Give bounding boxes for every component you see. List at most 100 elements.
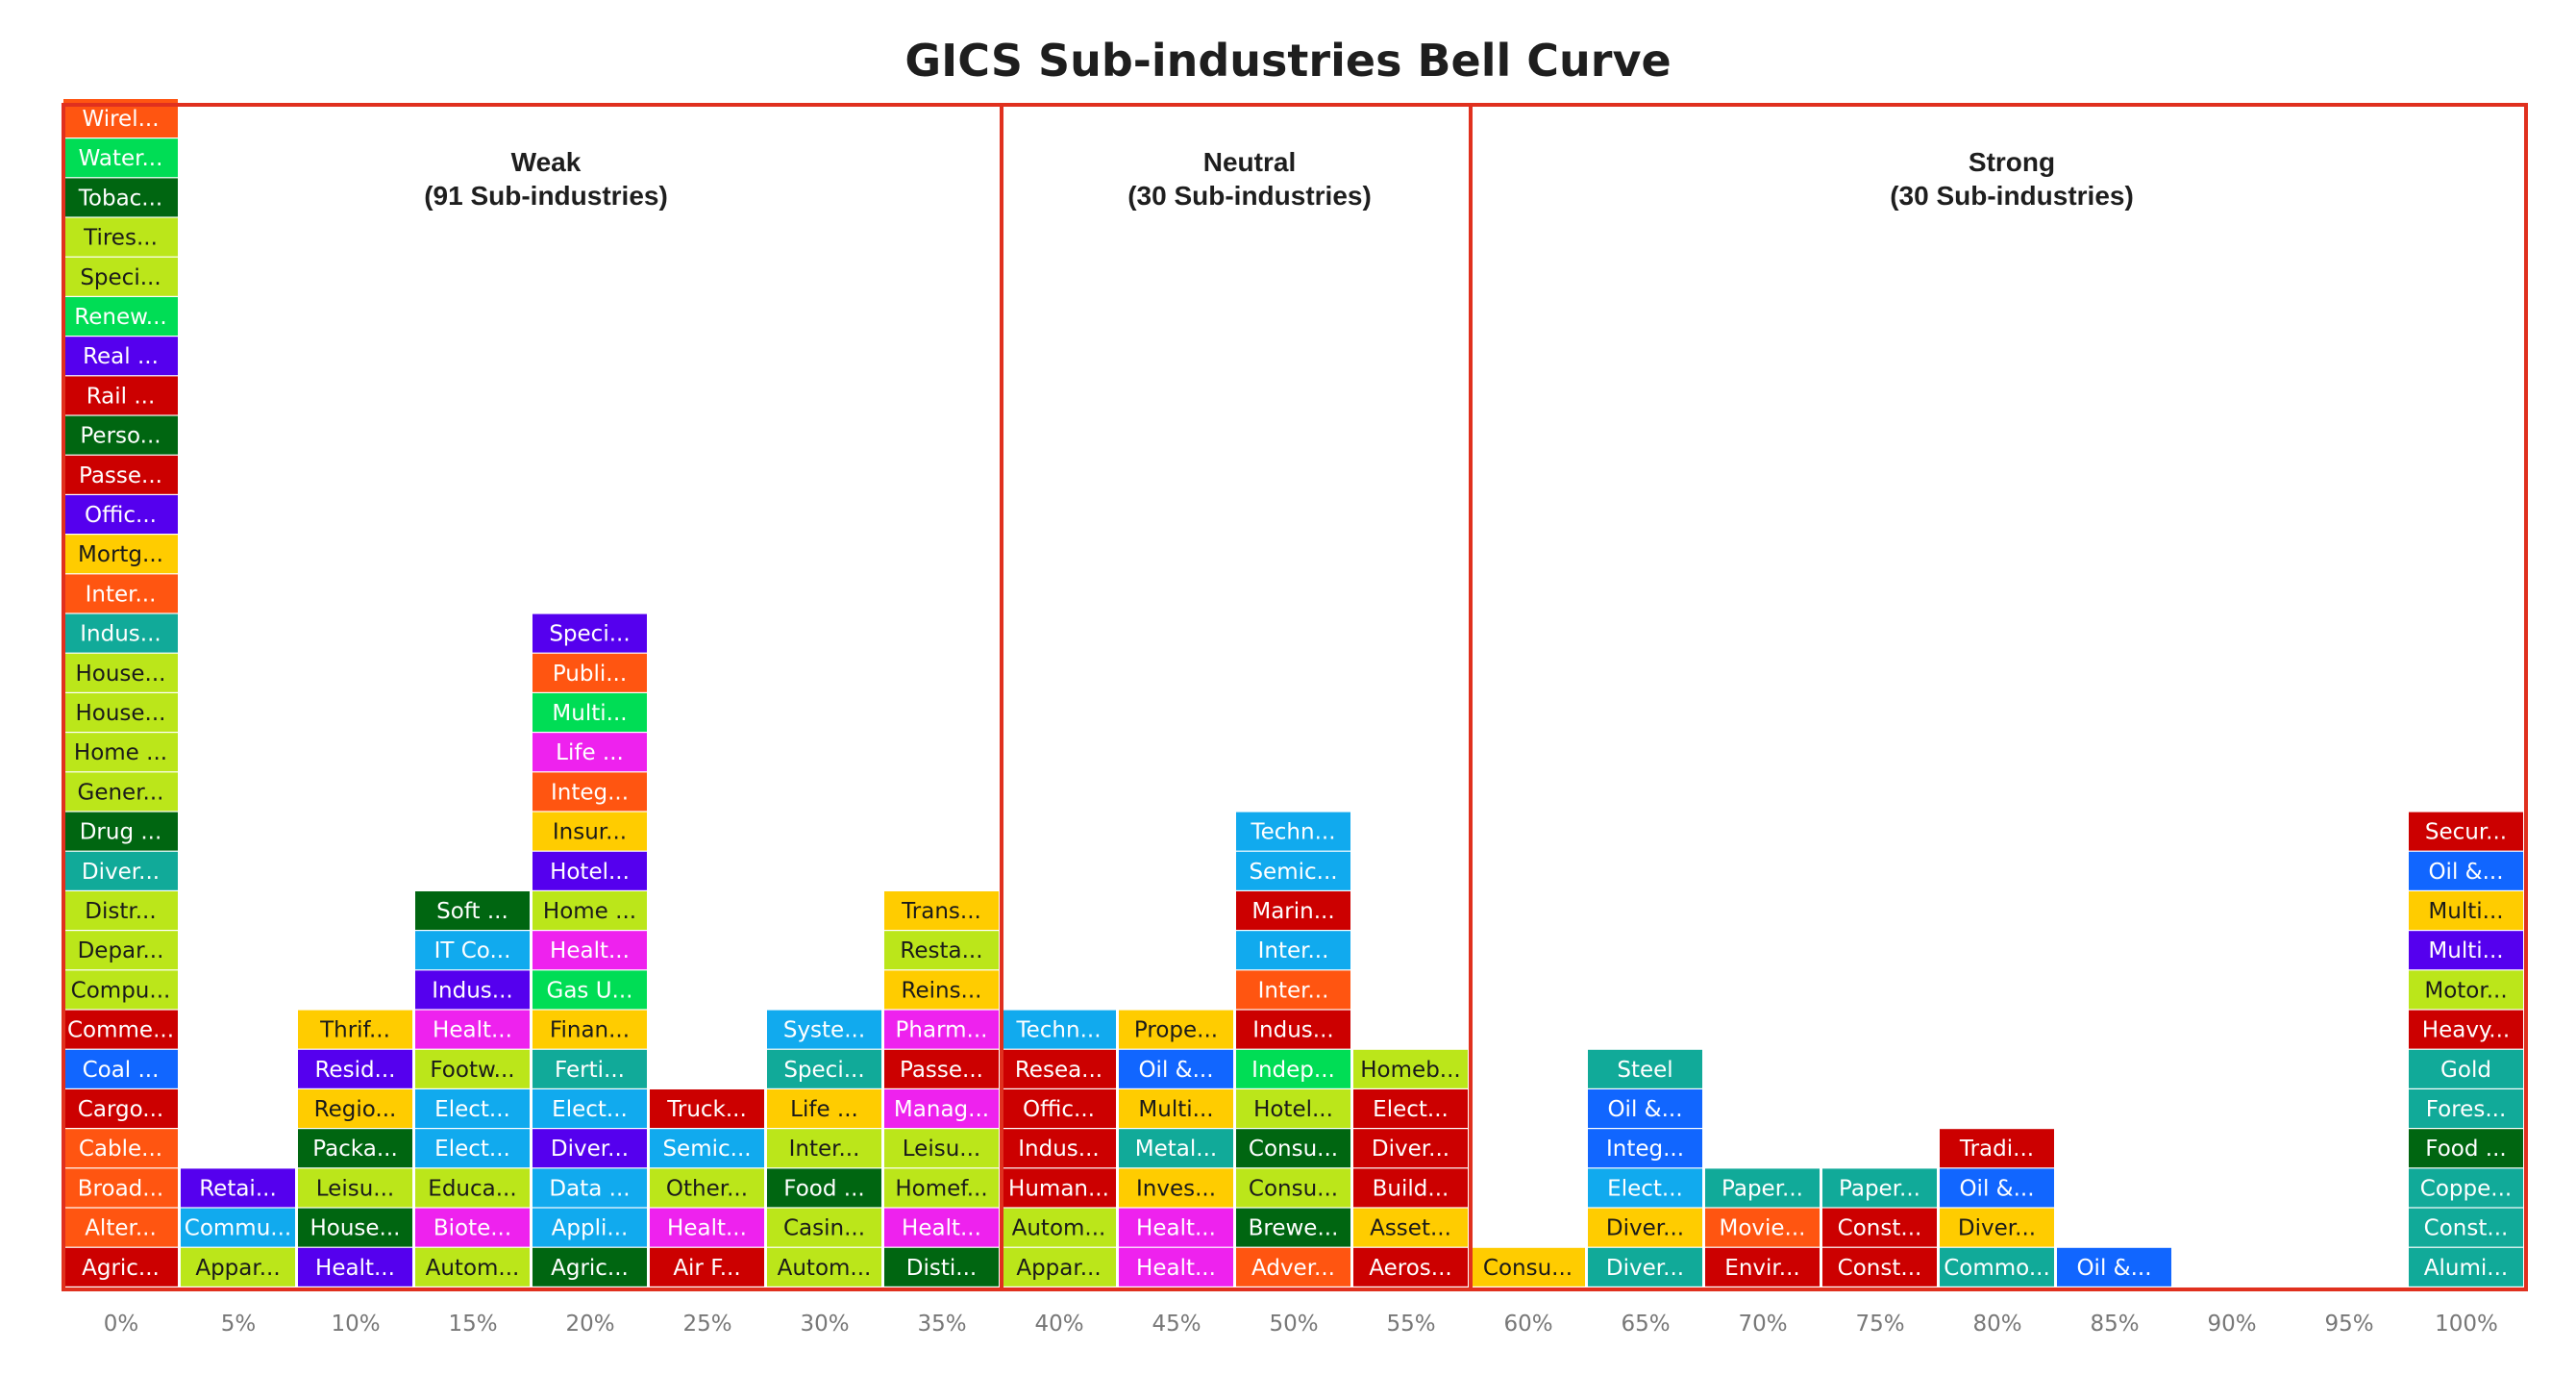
cell: Movie... [1705,1208,1820,1247]
cell-rect [650,1247,764,1287]
cell-rect [63,455,178,494]
cell-label: Indus... [1018,1137,1099,1162]
cell-label: Oil &... [2076,1256,2151,1281]
cell-rect [533,1049,647,1088]
cell-label: Asset... [1370,1216,1451,1241]
cell: Consu... [1236,1129,1350,1168]
cell: Agric... [533,1247,647,1287]
cell: Steel [1588,1049,1702,1088]
x-tick-label: 100% [2435,1312,2498,1337]
zone-count: (30 Sub-industries) [1890,181,2134,211]
zone-label: Weak [511,147,582,177]
cell-label: Passe... [79,463,162,488]
cell-rect [415,1129,530,1168]
cell: Integ... [1588,1129,1702,1168]
cell-label: Inter... [1258,938,1329,963]
cell-rect [63,653,178,692]
x-tick-label: 95% [2324,1312,2373,1337]
cell: Food ... [2409,1129,2523,1168]
cell: Integ... [533,772,647,812]
cell: Perso... [63,415,178,455]
cell-label: Coal ... [83,1058,160,1083]
cell-rect [63,812,178,851]
cell-label: Indep... [1251,1058,1335,1083]
cell-rect [1236,812,1350,851]
cell: Semic... [1236,851,1350,890]
cell-label: IT Co... [434,938,511,963]
cell-label: Steel [1617,1058,1672,1083]
cell: Cable... [63,1129,178,1168]
cell: Home ... [63,733,178,772]
cell: Adver... [1236,1247,1350,1287]
cell: Asset... [1353,1208,1468,1247]
cell-rect [533,970,647,1010]
cell-label: Marin... [1251,899,1334,924]
cell-label: Agric... [551,1256,629,1281]
cell: House... [63,653,178,692]
cell-rect [1236,1208,1350,1247]
cell-label: Casin... [783,1216,865,1241]
cell: Const... [1822,1208,1937,1247]
cell-rect [2409,970,2523,1010]
cell: Trans... [884,891,999,930]
cell-label: Autom... [1012,1216,1106,1241]
cell-label: Alumi... [2424,1256,2508,1281]
cell-label: Hotel... [1253,1097,1333,1122]
cell: Passe... [884,1049,999,1088]
cell: Disti... [884,1247,999,1287]
cell-rect [533,891,647,930]
cell-label: Passe... [900,1058,983,1083]
cell: Healt... [298,1247,412,1287]
x-tick-label: 90% [2207,1312,2256,1337]
cell-rect [1236,1247,1350,1287]
cell-rect [1705,1208,1820,1247]
cell-label: Healt... [433,1018,512,1043]
cell-label: Integ... [1606,1137,1684,1162]
cell-label: Appli... [552,1216,629,1241]
cell-rect [2409,1089,2523,1128]
cell: Alumi... [2409,1247,2523,1287]
cell: Multi... [2409,931,2523,970]
cell-rect [884,1247,999,1287]
cell-label: Elect... [552,1097,628,1122]
cell-label: Life ... [790,1097,858,1122]
cell-label: Syste... [783,1018,865,1043]
cell-label: Gold [2440,1058,2491,1083]
cell-label: Inves... [1136,1176,1216,1201]
cell-label: Inter... [1258,978,1329,1003]
cell-label: Healt... [550,938,630,963]
cell: Autom... [415,1247,530,1287]
cell: Offic... [1002,1089,1116,1128]
cell-label: Multi... [2428,938,2503,963]
cell-label: Healt... [315,1256,395,1281]
cell-label: Oil &... [2428,860,2503,885]
cell-rect [533,1208,647,1247]
cell-rect [533,1247,647,1287]
x-tick-label: 65% [1621,1312,1670,1337]
sub-industry-cells: Agric... Alter... Broad... Cable... Cargo...… [63,99,2523,1287]
cell-label: Diver... [551,1137,629,1162]
cell: Tradi... [1940,1129,2054,1168]
cell-rect [63,733,178,772]
cell-rect [884,931,999,970]
cell-rect [1588,1049,1702,1088]
cell-rect [1236,1168,1350,1208]
cell-rect [533,613,647,653]
cell-rect [884,1208,999,1247]
cell-rect [63,376,178,415]
cell-label: Aeros... [1369,1256,1451,1281]
cell: Semic... [650,1129,764,1168]
cell: Tobac... [63,178,178,217]
cell: Heavy... [2409,1010,2523,1049]
cell-rect [884,1168,999,1208]
cell-rect [415,1168,530,1208]
cell: Healt... [1119,1208,1233,1247]
cell-label: Consu... [1249,1176,1338,1201]
cell-rect [1353,1049,1468,1088]
cell-label: Food ... [2425,1137,2506,1162]
cell-rect [884,970,999,1010]
cell-label: Mortg... [78,542,163,567]
cell-rect [1119,1247,1233,1287]
cell-rect [63,693,178,732]
zone-count: (30 Sub-industries) [1127,181,1372,211]
